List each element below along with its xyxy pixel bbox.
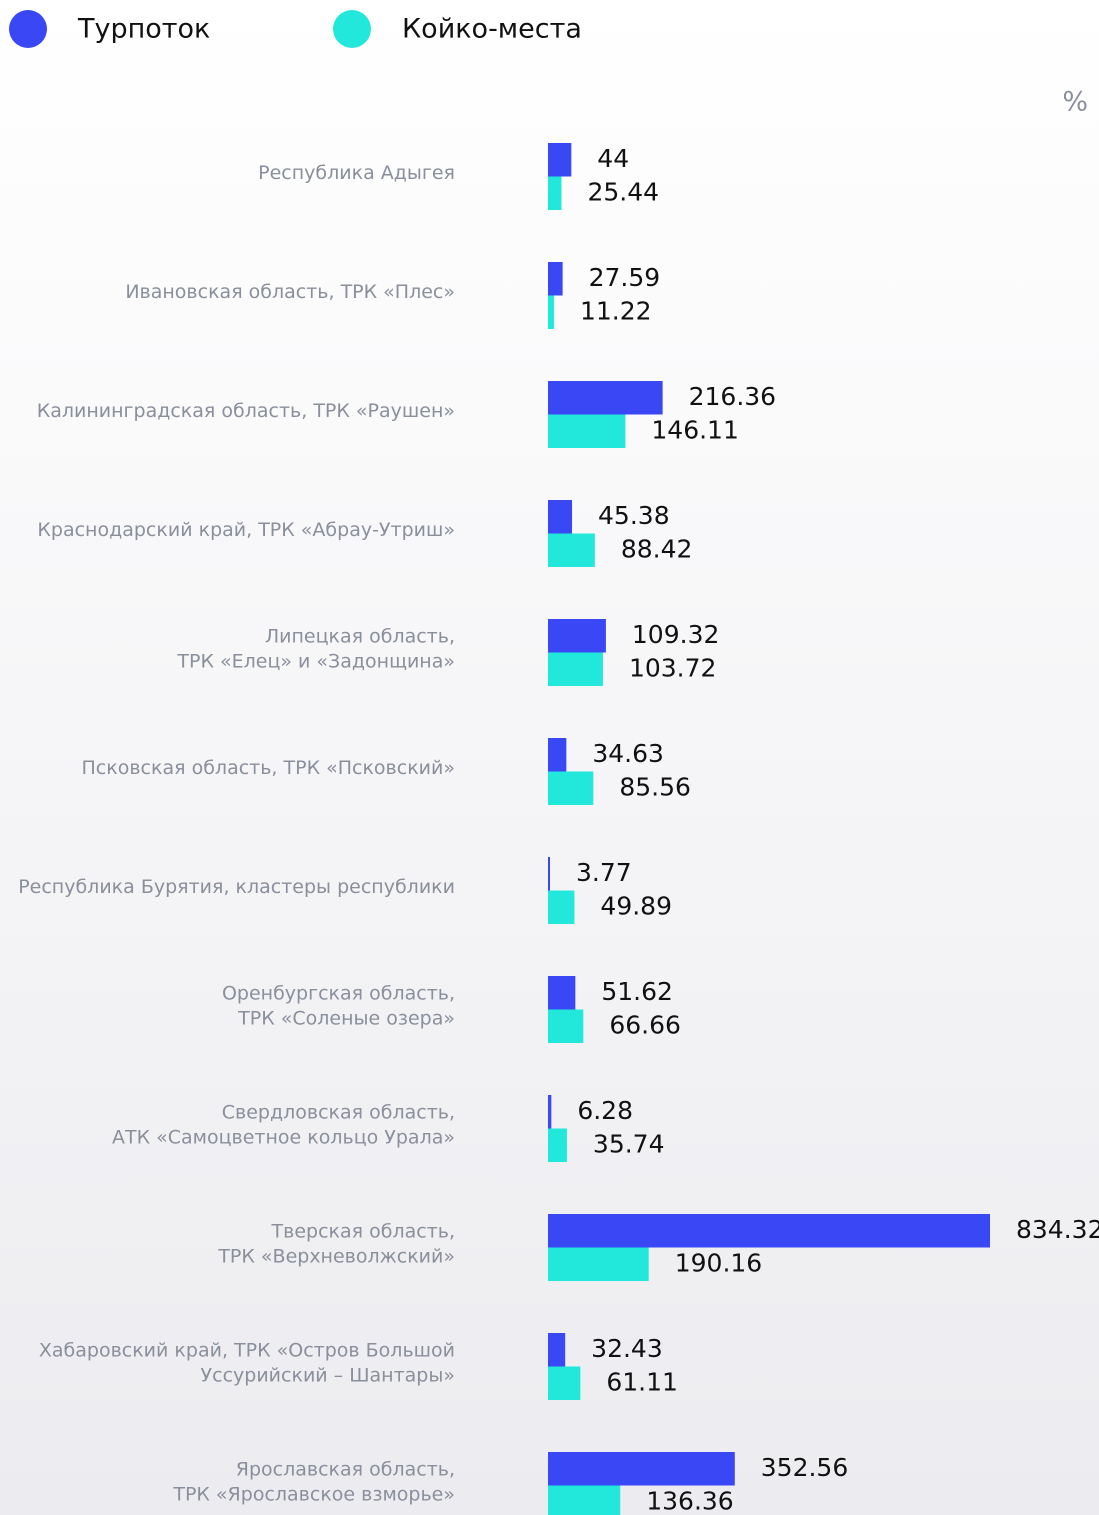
category-label: ТРК «Елец» и «Задонщина» <box>176 651 455 673</box>
bar <box>548 652 603 686</box>
bar <box>548 1247 649 1281</box>
category-label: Ивановская область, ТРК «Плес» <box>125 281 455 303</box>
bar <box>548 1214 990 1248</box>
category-label: АТК «Самоцветное кольцо Урала» <box>112 1127 455 1149</box>
bar <box>548 1366 581 1400</box>
value-label: 85.56 <box>619 772 691 801</box>
category-label: Тверская область, <box>271 1221 455 1243</box>
category-label: Хабаровский край, ТРК «Остров Большой <box>39 1340 455 1362</box>
category-label: Ярославская область, <box>236 1459 455 1481</box>
value-label: 136.36 <box>646 1486 733 1515</box>
category-label: Краснодарский край, ТРК «Абрау-Утриш» <box>37 519 455 541</box>
category-label: ТРК «Соленые озера» <box>237 1008 455 1030</box>
bar <box>548 1452 735 1486</box>
value-label: 3.77 <box>576 858 632 887</box>
bar <box>548 143 572 177</box>
category-label: Уссурийский – Шантары» <box>201 1365 455 1387</box>
category-label: Свердловская область, <box>222 1102 455 1124</box>
value-label: 11.22 <box>580 296 652 325</box>
category-label: Липецкая область, <box>265 626 455 648</box>
value-label: 109.32 <box>632 620 719 649</box>
bar <box>548 771 594 805</box>
unit-label: % <box>1062 87 1088 118</box>
value-label: 35.74 <box>593 1129 665 1158</box>
legend-swatch <box>333 10 371 48</box>
bar <box>548 890 575 924</box>
bar <box>548 1128 567 1162</box>
value-label: 190.16 <box>675 1248 762 1277</box>
category-label: Республика Адыгея <box>258 162 455 184</box>
bar <box>548 262 563 296</box>
value-label: 32.43 <box>591 1334 663 1363</box>
legend-label: Койко-места <box>402 14 582 45</box>
category-label: Псковская область, ТРК «Псковский» <box>82 757 455 779</box>
value-label: 146.11 <box>651 415 738 444</box>
value-label: 66.66 <box>609 1010 681 1039</box>
bar <box>548 1333 566 1367</box>
value-label: 6.28 <box>577 1096 633 1125</box>
bar <box>548 500 573 534</box>
value-label: 103.72 <box>629 653 716 682</box>
value-label: 61.11 <box>606 1367 678 1396</box>
value-label: 834.32 <box>1016 1215 1099 1244</box>
bar <box>548 414 626 448</box>
legend-swatch <box>9 10 47 48</box>
value-label: 45.38 <box>598 501 670 530</box>
value-label: 34.63 <box>592 739 664 768</box>
value-label: 88.42 <box>621 534 693 563</box>
bar <box>548 295 554 329</box>
bar <box>548 176 562 210</box>
bar <box>548 857 550 891</box>
bar <box>548 976 576 1010</box>
bar <box>548 738 567 772</box>
bar <box>548 1009 584 1043</box>
bar <box>548 533 595 567</box>
value-label: 44 <box>597 144 629 173</box>
legend-label: Турпоток <box>77 14 210 45</box>
value-label: 352.56 <box>761 1453 848 1482</box>
value-label: 27.59 <box>589 263 661 292</box>
category-label: Оренбургская область, <box>222 983 455 1005</box>
value-label: 25.44 <box>587 177 659 206</box>
bar <box>548 1095 552 1129</box>
value-label: 216.36 <box>689 382 776 411</box>
value-label: 49.89 <box>600 891 672 920</box>
category-label: ТРК «Ярославское взморье» <box>172 1484 455 1506</box>
bar <box>548 381 663 415</box>
value-label: 51.62 <box>601 977 673 1006</box>
category-label: ТРК «Верхневолжский» <box>217 1246 455 1268</box>
category-label: Калининградская область, ТРК «Раушен» <box>37 400 455 422</box>
bar <box>548 619 606 653</box>
bar <box>548 1485 621 1515</box>
category-label: Республика Бурятия, кластеры республики <box>18 876 455 898</box>
